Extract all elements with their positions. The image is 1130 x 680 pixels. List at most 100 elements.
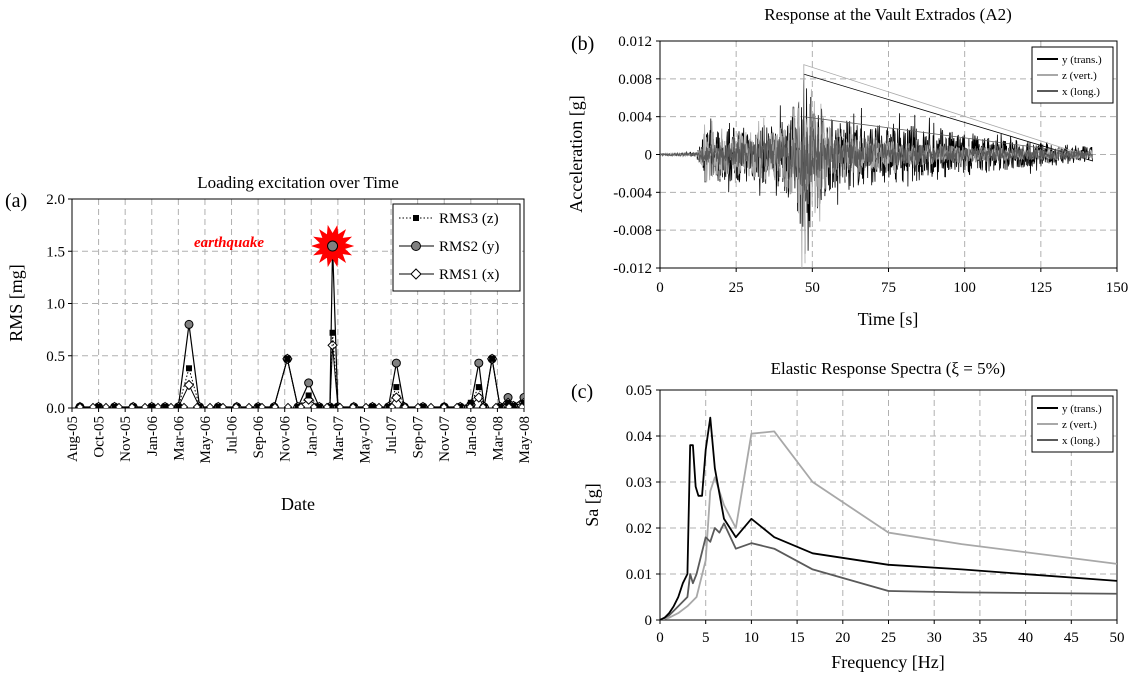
x-tick-label: Nov-05 — [118, 416, 134, 462]
legend-marker-rms3 — [413, 215, 419, 221]
series-point-rms1 — [391, 392, 402, 403]
x-tick-label: Jan-07 — [304, 416, 320, 456]
baseline-point — [400, 402, 410, 408]
y-tick-label: -0.004 — [613, 185, 652, 201]
series-line-0 — [660, 416, 1117, 620]
panel-c-series — [660, 416, 1117, 620]
x-tick-label: 10 — [744, 630, 759, 646]
baseline-point — [465, 402, 475, 408]
x-tick-label: 20 — [835, 630, 850, 646]
series-line-0 — [79, 332, 524, 408]
series-point-rms3 — [521, 399, 524, 406]
panel-b-tag: (b) — [571, 33, 594, 55]
panel-a-xlabel: Date — [281, 494, 315, 514]
x-tick-label: 30 — [927, 630, 942, 646]
series-point-rms3 — [497, 403, 504, 408]
panel-c-yticks: 0.05 0.04 0.03 0.02 0.01 0 — [626, 383, 660, 629]
legend-c-label-z: z (vert.) — [1062, 419, 1097, 431]
x-tick-label: May-06 — [198, 416, 214, 464]
y-tick-label: 0.0 — [46, 401, 65, 417]
x-tick-label: 5 — [702, 630, 710, 646]
x-tick-label: May-07 — [357, 416, 373, 464]
baseline-point — [361, 402, 371, 408]
x-tick-label: 25 — [729, 280, 744, 296]
series-point-rms1 — [183, 379, 195, 391]
y-tick-label: 0.03 — [626, 475, 652, 491]
baseline-point — [504, 402, 514, 408]
panel-a-xticks: Aug-05 Oct-05 Nov-05 Jan-06 Mar-06 May-06 Jul-… — [65, 408, 533, 464]
x-tick-label: 0 — [656, 280, 664, 296]
panel-c-ylabel: Sa [g] — [582, 483, 602, 527]
panel-c-xlabel: Frequency [Hz] — [831, 652, 944, 672]
x-tick-label: Jul-07 — [384, 416, 400, 454]
panel-c: Elastic Response Spectra (ξ = 5%) (c) Sa… — [571, 359, 1125, 672]
legend-b-label-y: y (trans.) — [1062, 54, 1102, 66]
baseline-point — [309, 402, 319, 408]
baseline-point — [75, 402, 85, 408]
y-tick-label: 0.05 — [626, 383, 652, 399]
x-tick-label: 35 — [972, 630, 987, 646]
x-tick-label: 45 — [1064, 630, 1079, 646]
y-tick-label: -0.012 — [613, 261, 652, 277]
x-tick-label: Oct-05 — [92, 416, 108, 458]
baseline-point — [101, 402, 111, 408]
x-tick-label: 50 — [805, 280, 820, 296]
series-point-rms3 — [505, 399, 512, 406]
baseline-point — [179, 402, 189, 408]
panel-b-ylabel: Acceleration [g] — [566, 95, 586, 212]
series-point-rms3 — [393, 384, 400, 391]
series-point-rms3 — [162, 403, 169, 408]
series-point-rms3 — [329, 329, 336, 336]
y-tick-label: 0.01 — [626, 567, 652, 583]
y-tick-label: 0.02 — [626, 521, 652, 537]
baseline-point — [283, 402, 293, 408]
panel-a-legend: RMS3 (z) RMS2 (y) RMS1 (x) — [392, 203, 521, 292]
panel-c-grid — [660, 390, 1117, 620]
series-point-rms3 — [467, 399, 474, 406]
baseline-point — [140, 402, 150, 408]
panel-b-title: Response at the Vault Extrados (A2) — [764, 5, 1012, 24]
panel-c-tag: (c) — [571, 381, 593, 403]
panel-b-xlabel: Time [s] — [858, 309, 919, 329]
baseline-point — [296, 402, 306, 408]
baseline-point — [439, 402, 449, 408]
series-point-rms3 — [475, 384, 482, 391]
series-point-rms3 — [255, 403, 262, 408]
baseline-point — [205, 402, 215, 408]
x-tick-label: Mar-06 — [171, 416, 187, 461]
panel-a-tag: (a) — [5, 190, 27, 212]
y-tick-label: 0.004 — [618, 110, 652, 126]
x-tick-label: May-08 — [517, 416, 533, 464]
panel-a-ylabel: RMS [mg] — [6, 264, 26, 342]
panel-c-title: Elastic Response Spectra (ξ = 5%) — [771, 359, 1006, 378]
series-point-rms2 — [474, 358, 484, 368]
legend-c-label-x: x (long.) — [1062, 435, 1100, 447]
baseline-point — [166, 402, 176, 408]
series-point-rms3 — [489, 355, 496, 362]
x-tick-label: Mar-07 — [331, 416, 347, 461]
panel-a-series — [74, 241, 524, 408]
baseline-point — [387, 402, 397, 408]
baseline-point — [478, 402, 488, 408]
x-tick-label: 0 — [656, 630, 664, 646]
baseline-point — [322, 402, 332, 408]
baseline-point — [114, 402, 124, 408]
series-point-rms3 — [369, 403, 376, 408]
baseline-point — [257, 402, 267, 408]
x-tick-label: Jan-06 — [145, 416, 161, 456]
baseline-point — [491, 402, 501, 408]
earthquake-label: earthquake — [194, 235, 264, 251]
y-tick-label: 0.012 — [618, 34, 652, 50]
y-tick-label: 0 — [645, 613, 653, 629]
x-tick-label: 75 — [881, 280, 896, 296]
series-point-rms2 — [184, 319, 194, 329]
x-tick-label: Mar-08 — [490, 416, 506, 461]
baseline-point — [88, 402, 98, 408]
x-tick-label: Jul-06 — [225, 416, 241, 454]
series-point-rms3 — [510, 402, 517, 408]
panel-b-yticks: 0.012 0.008 0.004 0 -0.004 -0.008 -0.012 — [613, 34, 660, 277]
baseline-point — [218, 402, 228, 408]
legend-marker-rms2 — [411, 241, 421, 251]
baseline-point — [231, 402, 241, 408]
